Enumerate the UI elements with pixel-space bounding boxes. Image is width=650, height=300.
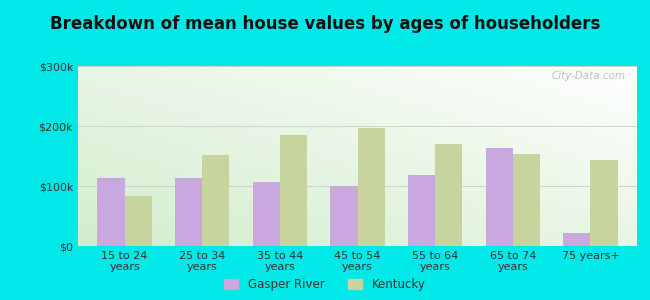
Bar bbox=[358, 128, 385, 246]
Bar bbox=[280, 135, 307, 246]
Legend: Gasper River, Kentucky: Gasper River, Kentucky bbox=[224, 278, 426, 291]
Bar bbox=[202, 155, 229, 246]
Bar bbox=[253, 182, 280, 246]
Bar bbox=[408, 175, 435, 246]
Bar bbox=[330, 186, 358, 246]
Bar bbox=[564, 233, 590, 246]
Bar bbox=[435, 144, 462, 246]
Bar bbox=[513, 154, 540, 246]
Text: Breakdown of mean house values by ages of householders: Breakdown of mean house values by ages o… bbox=[50, 15, 600, 33]
Bar bbox=[590, 160, 618, 246]
Bar bbox=[175, 178, 202, 246]
Text: City-Data.com: City-Data.com bbox=[552, 71, 626, 81]
Bar bbox=[125, 196, 151, 246]
Bar bbox=[98, 178, 125, 246]
Bar bbox=[486, 148, 513, 246]
